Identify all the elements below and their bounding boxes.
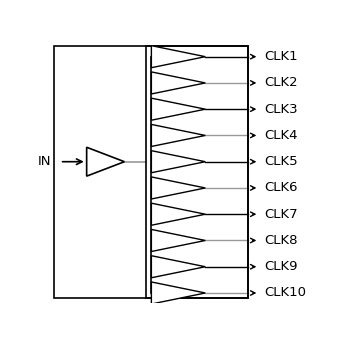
Bar — [146, 46, 248, 298]
Polygon shape — [151, 72, 205, 94]
Polygon shape — [151, 229, 205, 252]
Polygon shape — [151, 282, 205, 304]
Text: CLK2: CLK2 — [264, 76, 298, 89]
Text: CLK4: CLK4 — [264, 129, 298, 142]
Polygon shape — [151, 98, 205, 120]
Bar — [54, 46, 248, 298]
Text: CLK5: CLK5 — [264, 155, 298, 168]
Text: CLK6: CLK6 — [264, 181, 298, 194]
Polygon shape — [151, 124, 205, 147]
Text: CLK7: CLK7 — [264, 208, 298, 221]
Polygon shape — [151, 46, 205, 68]
Text: CLK1: CLK1 — [264, 50, 298, 63]
Text: CLK8: CLK8 — [264, 234, 298, 247]
Polygon shape — [151, 151, 205, 173]
Text: CLK10: CLK10 — [264, 286, 307, 299]
Text: IN: IN — [38, 155, 52, 168]
Polygon shape — [151, 256, 205, 278]
Polygon shape — [151, 177, 205, 199]
Text: CLK3: CLK3 — [264, 103, 298, 116]
Text: CLK9: CLK9 — [264, 260, 298, 273]
Polygon shape — [151, 203, 205, 225]
Polygon shape — [87, 147, 125, 176]
